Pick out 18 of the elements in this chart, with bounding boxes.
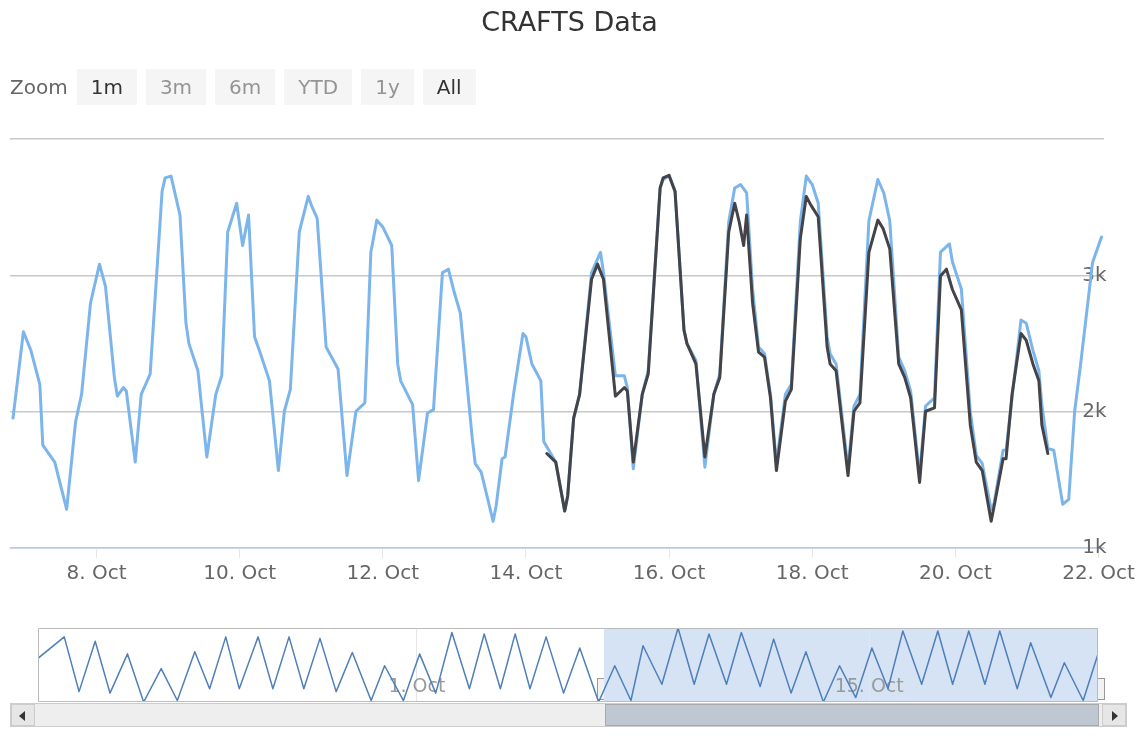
text: 1y [361,69,414,105]
y-tick-label: 2k [1082,397,1107,422]
text: Zoom [10,74,68,101]
x-tick-label: 16. Oct [632,560,706,585]
x-tick-label: 8. Oct [66,560,127,585]
text: YTD [284,69,353,105]
text: All [422,69,476,105]
chart-title: CRAFTS Data [480,6,659,37]
x-tick-label: 10. Oct [203,560,277,585]
y-tick-label: 1k [1082,534,1107,559]
x-tick-label: 20. Oct [919,560,992,585]
text: 1m [76,69,137,105]
x-tick-label: 22. Oct [1062,560,1136,585]
x-tick-label: 12. Oct [346,560,420,585]
x-tick-label: 14. Oct [489,560,563,585]
x-tick-label: 18. Oct [775,560,849,585]
text: 6m [215,69,276,105]
text: 3m [145,69,207,105]
